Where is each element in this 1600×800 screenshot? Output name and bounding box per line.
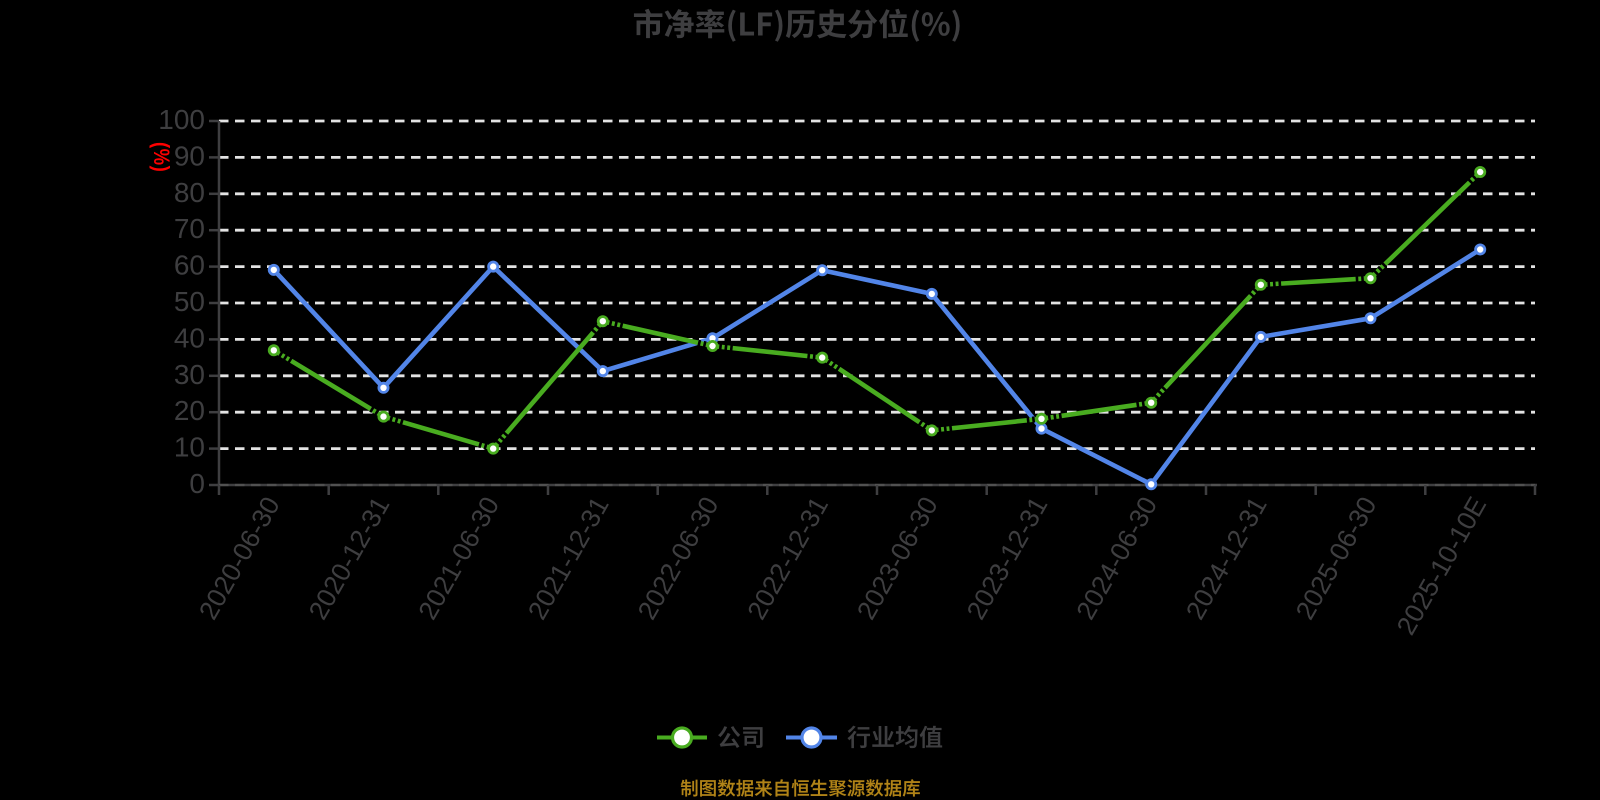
svg-text:2020-06-30: 2020-06-30 bbox=[193, 492, 286, 625]
svg-text:80: 80 bbox=[174, 177, 205, 208]
svg-text:60: 60 bbox=[174, 250, 205, 281]
svg-text:50: 50 bbox=[174, 286, 205, 317]
svg-text:20: 20 bbox=[174, 395, 205, 426]
svg-text:30: 30 bbox=[174, 359, 205, 390]
svg-text:2021-06-30: 2021-06-30 bbox=[412, 492, 505, 625]
svg-text:2025-10-10E: 2025-10-10E bbox=[1391, 492, 1493, 640]
svg-text:(%): (%) bbox=[148, 142, 172, 172]
svg-text:70: 70 bbox=[174, 213, 205, 244]
svg-text:2022-12-31: 2022-12-31 bbox=[741, 492, 834, 625]
svg-text:2020-12-31: 2020-12-31 bbox=[303, 492, 396, 625]
svg-text:2024-12-31: 2024-12-31 bbox=[1180, 492, 1273, 625]
svg-text:2025-06-30: 2025-06-30 bbox=[1290, 492, 1383, 625]
svg-text:2023-12-31: 2023-12-31 bbox=[961, 492, 1054, 625]
svg-text:10: 10 bbox=[174, 432, 205, 463]
svg-text:2023-06-30: 2023-06-30 bbox=[851, 492, 944, 625]
svg-text:2021-12-31: 2021-12-31 bbox=[522, 492, 615, 625]
svg-text:2024-06-30: 2024-06-30 bbox=[1070, 492, 1163, 625]
svg-text:40: 40 bbox=[174, 322, 205, 353]
svg-text:2022-06-30: 2022-06-30 bbox=[632, 492, 725, 625]
svg-text:100: 100 bbox=[158, 104, 205, 135]
svg-text:90: 90 bbox=[174, 140, 205, 171]
svg-text:0: 0 bbox=[189, 468, 205, 499]
